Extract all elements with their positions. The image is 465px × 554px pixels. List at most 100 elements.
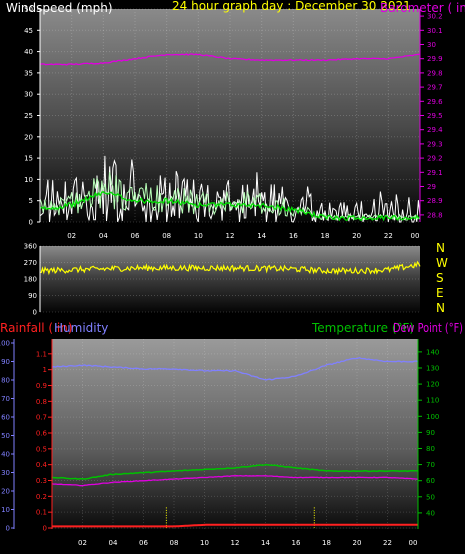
humidity-point [82, 365, 83, 366]
windspeed-gust-point [103, 170, 104, 171]
rainfall-point [234, 524, 235, 525]
temperature-tick-label: 130 [426, 364, 439, 372]
temperature-point [82, 478, 83, 479]
wind-direction-point [71, 269, 72, 270]
barometer-tick-label: 28.8 [427, 211, 443, 219]
barometer-tick-label: 30 [427, 41, 436, 49]
dewpoint-point [82, 485, 83, 486]
wind-direction-series [39, 260, 421, 276]
wind-grid [40, 8, 421, 223]
dewpoint-point [112, 482, 113, 483]
humidity-tick-label: 0 [6, 525, 10, 533]
compass-label: E [436, 286, 444, 300]
temperature-tick-label: 50 [426, 493, 435, 501]
humidity-point [295, 376, 296, 377]
humidity-tick-label: 30 [1, 469, 10, 477]
windspeed-average-point [229, 204, 230, 205]
windspeed-tick-label: 5 [29, 197, 33, 205]
dewpoint-point [234, 475, 235, 476]
wind-direction-point [356, 270, 357, 271]
humidity-point [204, 370, 205, 371]
rainfall-tick-label: 1.1 [36, 350, 47, 358]
barometer-axis-title: Barometer ( in) [380, 1, 465, 15]
wind-direction-point [261, 268, 262, 269]
x-tick-label: 02 [67, 232, 76, 240]
barometer-tick-labels: 28.8 28.9 29 29.1 29.2 29.3 29.4 29.5 29.6 29.7 29… [420, 13, 443, 219]
humidity-point [112, 366, 113, 367]
dewpoint-point [356, 477, 357, 478]
windspeed-average-point [103, 192, 104, 193]
x-tick-label: 08 [162, 232, 171, 240]
barometer-tick-label: 29.5 [427, 112, 443, 120]
rainfall-line [52, 523, 418, 528]
x-tick-label: 06 [139, 539, 148, 547]
dewpoint-point [143, 480, 144, 481]
windspeed-tick-label: 40 [24, 48, 33, 56]
windspeed-gust-point [198, 183, 199, 184]
windspeed-gust-point [229, 183, 230, 184]
rainfall-point [82, 526, 83, 527]
humidity-series [51, 356, 419, 381]
temperature-point [234, 467, 235, 468]
temperature-point [265, 464, 266, 465]
windspeed-gust-point [356, 204, 357, 205]
wind-direction-point [198, 267, 199, 268]
windspeed-tick-labels: 0 5 10 15 20 25 30 35 40 45 50 [24, 6, 40, 227]
wind-direction-point [229, 267, 230, 268]
humidity-tick-label: 10 [1, 506, 10, 514]
temperature-tick-label: 60 [426, 477, 435, 485]
x-tick-label: 10 [200, 539, 209, 547]
rainfall-point [295, 524, 296, 525]
x-tick-label: 02 [78, 539, 87, 547]
x-tick-label: 18 [322, 539, 331, 547]
windspeed-tick-label: 25 [24, 112, 33, 120]
temperature-tick-label: 40 [426, 509, 435, 517]
humidity-tick-label: 20 [1, 488, 10, 496]
x-tick-label: 20 [352, 232, 361, 240]
barometer-point [198, 54, 199, 55]
rainfall-point [204, 524, 205, 525]
temperature-tick-label: 110 [426, 397, 439, 405]
temperature-tick-label: 140 [426, 348, 439, 356]
wind-plot-area [40, 9, 420, 222]
chart-title: 24 hour graph day : December 30 2021 [172, 0, 411, 13]
dewpoint-point [173, 478, 174, 479]
direction-tick-label: 180 [24, 276, 37, 284]
windspeed-gust-series [39, 155, 421, 223]
direction-tick-label: 0 [33, 309, 37, 317]
barometer-tick-label: 29 [427, 183, 436, 191]
humidity-tick-label: 40 [1, 451, 10, 459]
temperature-tick-label: 80 [426, 445, 435, 453]
humidity-point [234, 370, 235, 371]
windspeed-tick-label: 45 [24, 27, 33, 35]
windspeed-average-point [324, 217, 325, 218]
windspeed-gust-point [166, 179, 167, 180]
humidity-tick-labels: 0 10 20 30 40 50 60 70 80 90 100 [0, 340, 14, 533]
windspeed-gust-point [324, 200, 325, 201]
x-tick-label: 14 [257, 232, 266, 240]
windspeed-tick-label: 0 [29, 219, 33, 227]
x-tick-label: 16 [289, 232, 298, 240]
x-tick-label: 22 [383, 539, 392, 547]
windspeed-average-series [39, 172, 421, 222]
rainfall-point [112, 526, 113, 527]
rainfall-tick-label: 0.9 [36, 382, 47, 390]
temperature-tick-labels: 40 50 60 70 80 90 100 110 120 130 140 [418, 348, 439, 517]
temperature-tick-label: 90 [426, 429, 435, 437]
windspeed-average-point [198, 204, 199, 205]
temperature-axis-title: Temperature (°F) [311, 321, 414, 335]
barometer-tick-label: 29.7 [427, 84, 443, 92]
temperature-grid [52, 339, 419, 529]
temperature-tick-label: 120 [426, 381, 439, 389]
barometer-tick-label: 29.6 [427, 98, 443, 106]
humidity-point [265, 379, 266, 380]
barometer-point [166, 54, 167, 55]
temperature-series [51, 463, 419, 480]
humidity-tick-label: 100 [0, 340, 10, 348]
rainfall-tick-label: 1 [43, 366, 47, 374]
dewpoint-point [295, 477, 296, 478]
rainfall-tick-label: 0.3 [36, 477, 47, 485]
rainfall-tick-label: 0.7 [36, 414, 47, 422]
